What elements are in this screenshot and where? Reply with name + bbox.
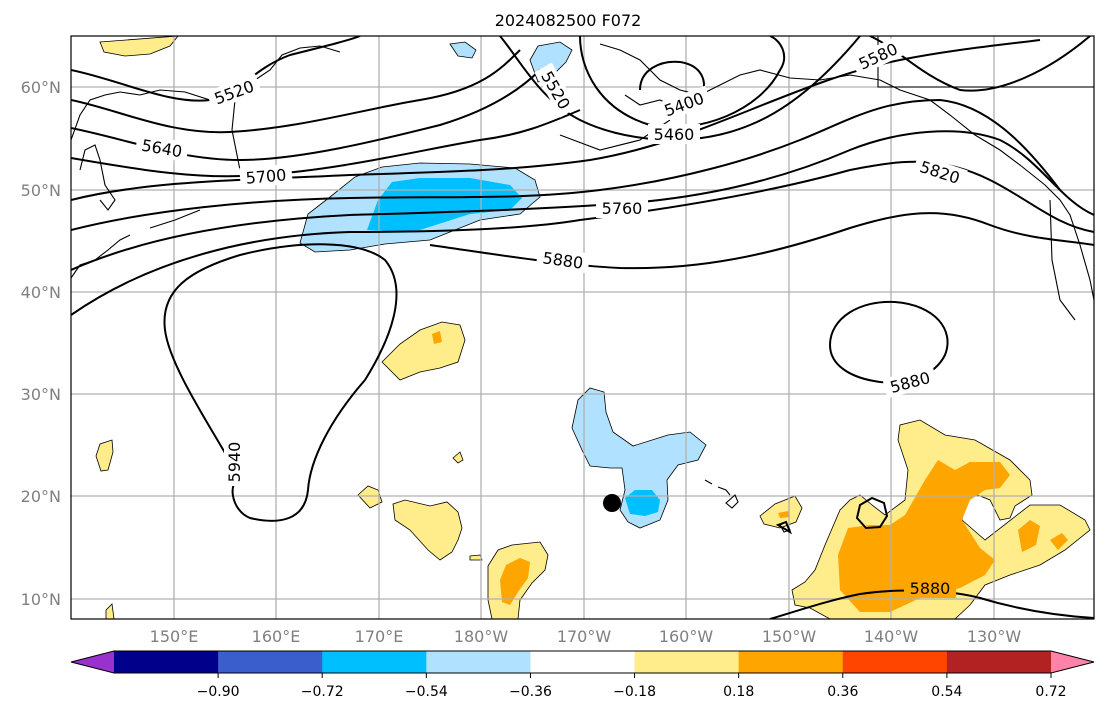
contour-labels: 5520 5520 5400 5460 5580 5640 5700 5760 …	[134, 36, 968, 598]
colorbar-outline	[70, 650, 1095, 674]
colorbar-segment	[114, 651, 219, 673]
colorbar-segment	[530, 651, 636, 673]
contour-label: 5880	[888, 368, 932, 397]
colorbar-segment	[946, 651, 1052, 673]
x-tick-label: 160°E	[252, 627, 301, 646]
y-axis-labels: 60°N 50°N 40°N 30°N 20°N 10°N	[21, 78, 61, 609]
positive-anomaly-area	[452, 451, 464, 464]
colorbar-extend-high	[1051, 651, 1094, 673]
colorbar-segment	[218, 651, 323, 673]
positive-anomaly-area	[381, 321, 466, 381]
plot-area: 5520 5520 5400 5460 5580 5640 5700 5760 …	[71, 36, 1094, 619]
colorbar-tick-label: −0.90	[197, 684, 240, 700]
y-tick-label: 40°N	[21, 283, 61, 302]
x-tick-label: 160°W	[659, 627, 714, 646]
x-axis-labels: 150°E 160°E 170°E 180°W 170°W 160°W 150°…	[150, 627, 1022, 646]
colorbar-tick-label: −0.36	[509, 684, 552, 700]
x-tick-label: 180°W	[454, 627, 509, 646]
x-tick-label: 150°W	[762, 627, 817, 646]
colorbar-tick-label: −0.18	[613, 684, 656, 700]
positive-anomaly-core	[778, 511, 790, 518]
colorbar-segment	[426, 651, 531, 673]
colorbar-tick-label: 0.54	[931, 684, 962, 700]
y-tick-label: 30°N	[21, 385, 61, 404]
x-tick-label: 130°W	[967, 627, 1022, 646]
positive-anomaly-area	[105, 603, 115, 619]
y-tick-label: 10°N	[21, 590, 61, 609]
plot-frame	[70, 35, 1095, 620]
contour-label: 5640	[140, 136, 183, 162]
x-tick-label: 170°E	[355, 627, 404, 646]
positive-anomaly-area	[469, 554, 483, 561]
colorbar-tick-label: −0.54	[405, 684, 448, 700]
x-tick-label: 140°W	[864, 627, 919, 646]
negative-anomaly-area	[571, 387, 707, 529]
x-tick-label: 150°E	[150, 627, 199, 646]
positive-anomaly-area	[392, 499, 463, 561]
y-tick-label: 60°N	[21, 78, 61, 97]
positive-anomaly-area	[99, 36, 179, 57]
positive-anomaly-core	[1018, 520, 1040, 552]
colorbar-tick-label: 0.18	[723, 684, 754, 700]
contour-label: 5460	[654, 125, 695, 144]
positive-anomaly-area	[759, 495, 803, 529]
colorbar-segment	[842, 651, 948, 673]
x-tick-label: 170°W	[557, 627, 612, 646]
contour-label: 5880	[541, 248, 584, 272]
contour-label: 5940	[225, 442, 244, 483]
contour-label: 5880	[910, 579, 951, 598]
positive-anomaly-area	[95, 439, 114, 472]
colorbar-segment	[322, 651, 427, 673]
colorbar-tick-label: 0.72	[1035, 684, 1066, 700]
positive-anomaly-core	[1050, 533, 1068, 550]
contour-label: 5400	[662, 89, 707, 121]
contour-label: 5700	[245, 165, 287, 187]
colorbar-tick-label: 0.36	[827, 684, 858, 700]
strong-negative-anomaly-area	[625, 490, 660, 516]
colorbar-tick-label: −0.72	[301, 684, 344, 700]
colorbar-segment	[634, 651, 740, 673]
contour-label: 5820	[918, 157, 963, 188]
colorbar-segment	[738, 651, 844, 673]
negative-anomaly-area	[449, 41, 477, 59]
figure-title: 2024082500 F072	[495, 11, 642, 30]
positive-anomaly-core	[500, 558, 530, 605]
anomaly-shading	[95, 36, 1091, 619]
point-marker	[603, 494, 621, 512]
contour-label: 5760	[602, 199, 643, 218]
colorbar-extend-low	[71, 651, 114, 673]
strong-negative-anomaly-area	[367, 178, 522, 232]
positive-anomaly-core	[432, 331, 442, 344]
y-tick-label: 50°N	[21, 181, 61, 200]
positive-anomaly-core	[838, 460, 1010, 612]
colorbar: −0.90 −0.72 −0.54 −0.36 −0.18 0.18 0.36 0.54 0.7…	[70, 650, 1095, 700]
y-tick-label: 20°N	[21, 487, 61, 506]
